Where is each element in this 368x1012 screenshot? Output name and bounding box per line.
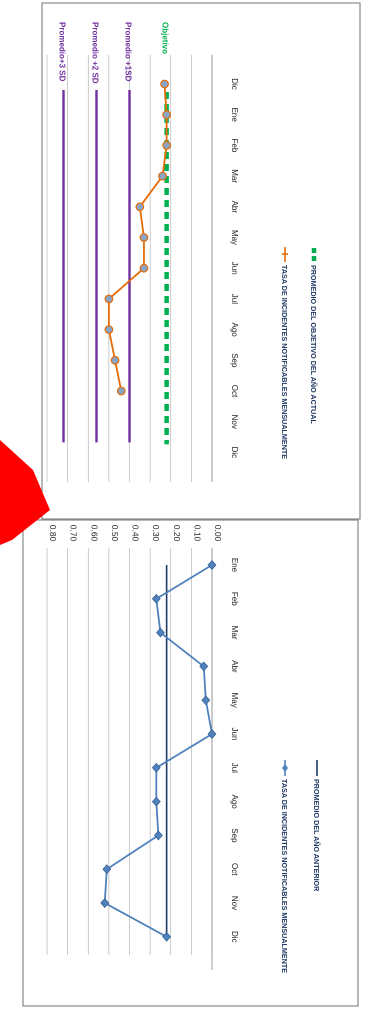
monthly-rate-chart: 0.80 0.70 0.60 0.50 0.40 0.30 0.20 0.10 0.00 Ene F… xyxy=(46,525,321,973)
y-tick-label: 0.80 xyxy=(48,525,58,542)
category-label: May xyxy=(230,693,239,708)
data-point xyxy=(151,593,161,604)
data-point xyxy=(160,79,169,89)
data-point xyxy=(153,830,163,841)
legend-label-average: PROMEDIO DEL AÑO ANTERIOR xyxy=(312,779,321,892)
data-point xyxy=(199,661,209,672)
y-tick-label: 0.70 xyxy=(69,525,79,542)
category-label: Ago xyxy=(230,794,239,809)
legend-label-objective: PROMEDIO DEL OBJETIVO DEL AÑO ACTUAL xyxy=(309,265,318,425)
category-label: Nov xyxy=(230,415,239,429)
data-point xyxy=(201,695,211,706)
category-label: Mar xyxy=(230,169,239,183)
data-point xyxy=(104,294,114,304)
monthly-rate-line xyxy=(103,564,213,938)
data-point xyxy=(156,627,165,638)
category-label: Oct xyxy=(230,385,239,398)
category-label: Abr xyxy=(230,660,239,673)
data-point xyxy=(100,898,110,908)
category-label: Feb xyxy=(230,592,239,606)
data-point xyxy=(207,560,217,570)
category-label: Mar xyxy=(230,626,239,640)
category-label: Ene xyxy=(230,108,239,123)
data-point xyxy=(139,233,149,242)
data-point xyxy=(151,796,161,807)
data-point xyxy=(151,762,161,773)
category-label: Feb xyxy=(230,139,239,153)
data-point xyxy=(158,171,167,181)
y-tick-label: 0.50 xyxy=(110,525,120,542)
reference-line-label: Promedio +1SD xyxy=(124,22,133,82)
category-label: Oct xyxy=(230,863,239,876)
red-arrow-shape xyxy=(0,440,50,545)
category-label: Jul xyxy=(230,763,239,773)
legend-label-rate: TASA DE INCIDENTES NOTIFICABLES MENSUALM… xyxy=(280,779,289,973)
data-point xyxy=(207,729,217,739)
y-tick-label: 0.40 xyxy=(131,525,141,542)
data-point xyxy=(162,931,172,942)
category-label: May xyxy=(230,230,239,245)
y-tick-label: 0.00 xyxy=(213,525,223,542)
data-point xyxy=(116,386,126,396)
category-label: Jul xyxy=(230,294,239,304)
y-tick-label: 0.60 xyxy=(89,525,99,542)
legend-marker-rate xyxy=(282,764,288,772)
category-label: Abr xyxy=(230,201,239,214)
category-label: Ago xyxy=(230,322,239,337)
category-label: Dic xyxy=(230,447,239,459)
category-label: Sep xyxy=(230,828,239,843)
y-tick-label: 0.20 xyxy=(172,525,182,542)
reference-line-label: Promedio+3 SD xyxy=(58,22,67,82)
y-tick-label: 0.10 xyxy=(192,525,202,542)
category-label: Dic xyxy=(230,78,239,90)
data-point xyxy=(104,325,114,335)
category-label: Sep xyxy=(230,353,239,368)
right-chart-panel xyxy=(41,2,361,520)
reference-line-label: Objetivo xyxy=(161,22,170,54)
category-label: Ene xyxy=(230,558,239,573)
current-year-chart: Dic Ene Feb Mar Abr May Jun Jul Ago Sep Oct Nov Dic P… xyxy=(46,22,318,482)
data-point xyxy=(162,110,172,120)
data-point xyxy=(110,355,120,365)
legend-label-rate: TASA DE INCIDENTES NOTIFICABLES MENSUALM… xyxy=(280,265,289,459)
category-label: Nov xyxy=(230,896,239,910)
data-point xyxy=(102,864,112,875)
data-point xyxy=(139,263,149,273)
category-label: Dic xyxy=(230,931,239,943)
category-label: Jun xyxy=(230,262,239,275)
y-tick-label: 0.30 xyxy=(151,525,161,542)
left-chart-panel xyxy=(22,519,359,1007)
reference-line-label: Promedio +2 SD xyxy=(91,22,100,84)
data-point xyxy=(162,140,172,150)
data-point xyxy=(135,202,145,212)
category-label: Jun xyxy=(230,728,239,741)
